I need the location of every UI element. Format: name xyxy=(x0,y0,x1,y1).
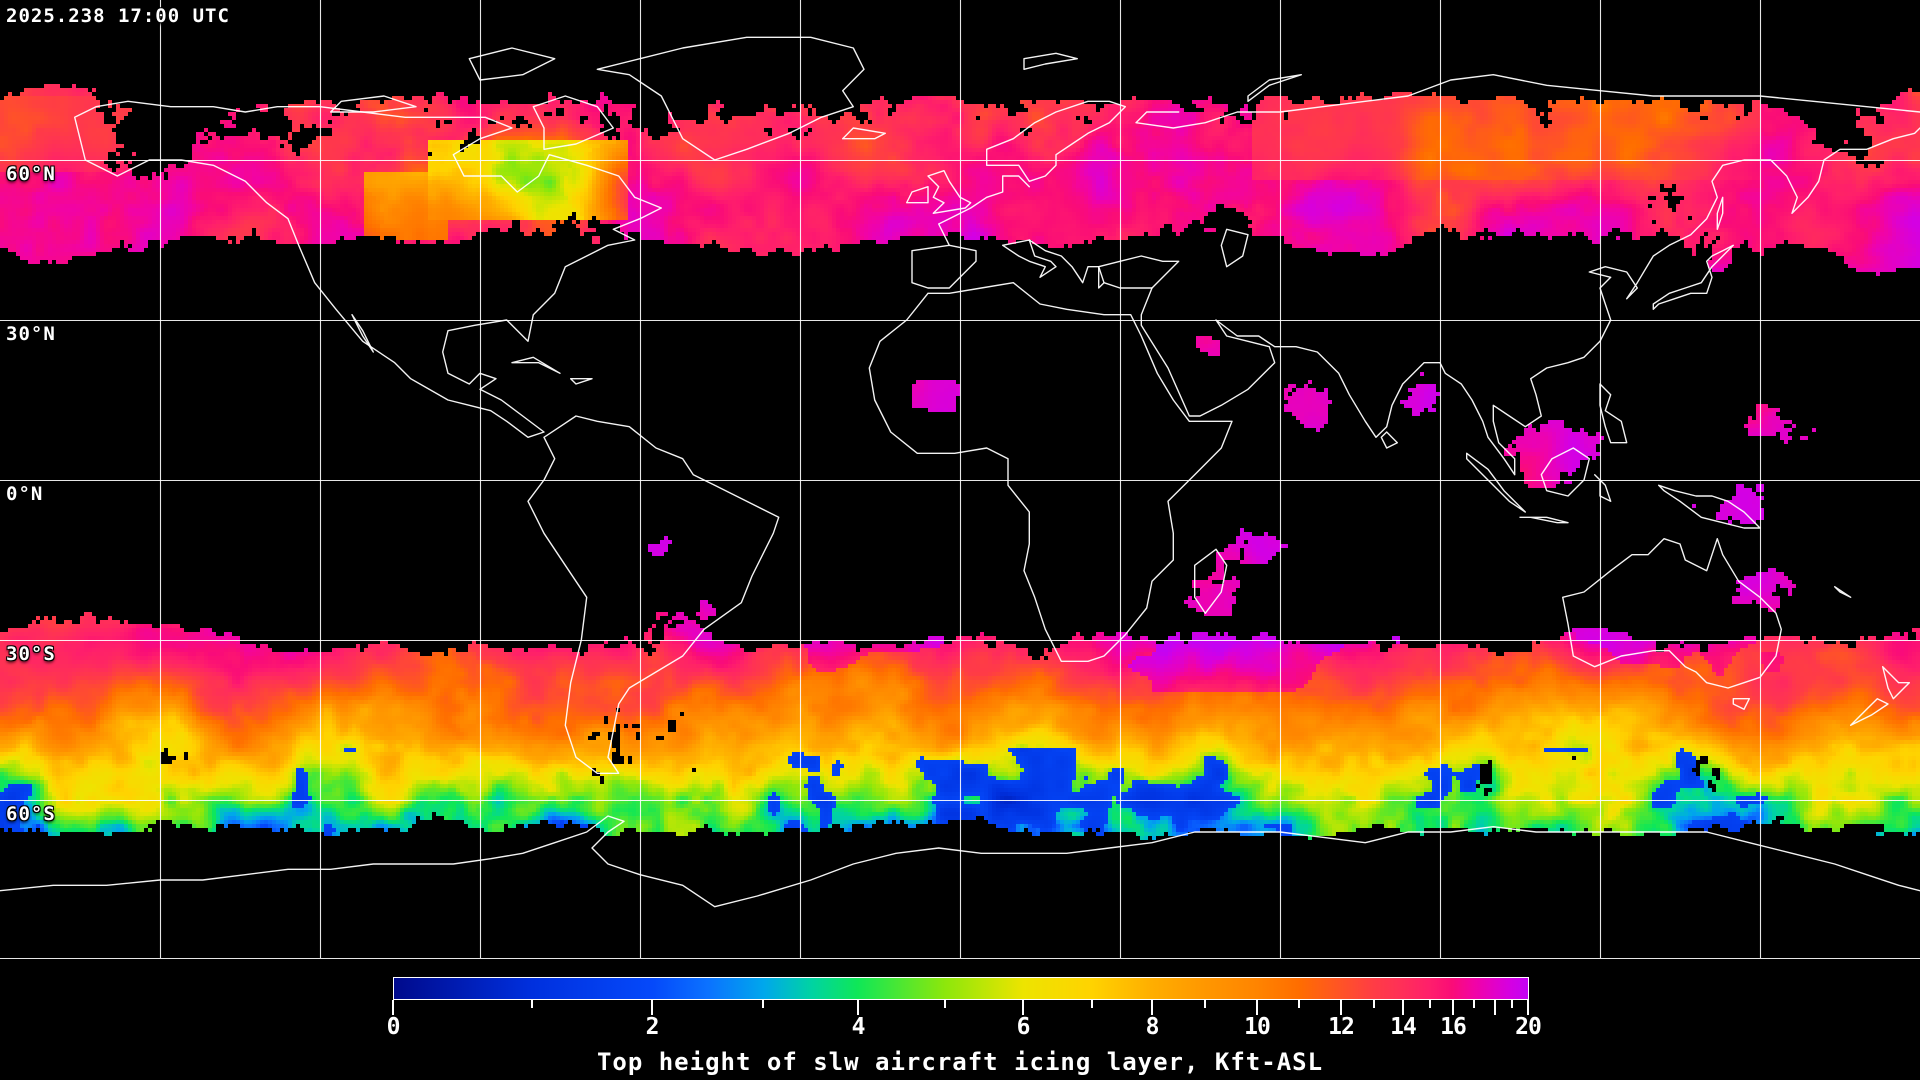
coastline-path xyxy=(1882,666,1910,700)
map-overlay xyxy=(0,0,1920,960)
coastline-path xyxy=(1135,74,1920,129)
colorbar-tick-8 xyxy=(1151,1000,1153,1015)
colorbar-tick-3 xyxy=(762,1000,764,1008)
coastline-path xyxy=(911,244,977,289)
colorbar-tick-label-12: 12 xyxy=(1328,1014,1355,1040)
coastline-path xyxy=(938,175,1030,246)
coastline-path xyxy=(511,356,561,374)
colorbar-tick-19 xyxy=(1511,1000,1513,1008)
coastlines xyxy=(0,36,1920,908)
coastline-path xyxy=(927,170,972,214)
colorbar-tick-11 xyxy=(1298,1000,1300,1008)
coastline-path xyxy=(1140,127,1920,476)
colorbar-tick-14 xyxy=(1402,1000,1404,1015)
world-map: 2025.238 17:00 UTC 60°N 30°N 0°N 30°S 60°S xyxy=(0,0,1920,965)
colorbar-tick-label-14: 14 xyxy=(1390,1014,1417,1040)
coastline-path xyxy=(1002,239,1057,278)
colorbar-tick-label-2: 2 xyxy=(645,1014,660,1040)
colorbar-tick-label-8: 8 xyxy=(1145,1014,1160,1040)
coastline-path xyxy=(842,127,886,140)
colorbar-area: 0 2 4 6 8 10 12 14 16 20 Top height of slw aircra… xyxy=(0,965,1920,1080)
coastline-path xyxy=(1247,74,1302,102)
colorbar-gradient xyxy=(393,977,1529,1000)
coastline-path xyxy=(74,100,662,438)
coastline-path xyxy=(468,47,556,81)
latitude-label: 30°N xyxy=(6,323,56,345)
timestamp-label: 2025.238 17:00 UTC xyxy=(6,5,230,27)
colorbar-tick-2 xyxy=(651,1000,653,1015)
coastline-path xyxy=(570,378,593,385)
coastline-path xyxy=(1098,255,1180,289)
coastline-path xyxy=(1594,474,1612,502)
coastline-path xyxy=(351,314,374,353)
coastline-path xyxy=(1023,52,1078,70)
colorbar-tick-10 xyxy=(1256,1000,1258,1015)
coastline-path xyxy=(1834,586,1852,598)
colorbar-tick-label-0: 0 xyxy=(386,1014,401,1040)
coastline-path xyxy=(1028,239,1105,289)
colorbar-tick-label-10: 10 xyxy=(1244,1014,1271,1040)
colorbar-tick-13 xyxy=(1373,1000,1375,1008)
coastline-path xyxy=(1599,383,1628,444)
colorbar-tick-label-6: 6 xyxy=(1016,1014,1031,1040)
coastline-path xyxy=(532,95,614,150)
latitude-label: 0°N xyxy=(6,483,44,505)
coastline-path xyxy=(330,95,417,113)
colorbar-tick-15 xyxy=(1429,1000,1431,1008)
coastline-path xyxy=(906,186,929,204)
colorbar-tick-18 xyxy=(1494,1000,1496,1015)
coastline-path xyxy=(1658,484,1761,529)
latitude-label: 60°N xyxy=(6,163,56,185)
colorbar-tick-16 xyxy=(1452,1000,1454,1015)
coastline-path xyxy=(1519,516,1569,524)
colorbar-tick-5 xyxy=(944,1000,946,1008)
graticule-grid xyxy=(0,0,1920,960)
colorbar-tick-17 xyxy=(1473,1000,1475,1008)
coastline-path xyxy=(1652,244,1734,310)
coastline-path xyxy=(1194,548,1228,614)
coastline-path xyxy=(1380,431,1398,449)
colorbar-tick-7 xyxy=(1091,1000,1093,1008)
colorbar-tick-label-20: 20 xyxy=(1515,1014,1542,1040)
coastline-path xyxy=(596,36,865,161)
coastline-path xyxy=(527,415,780,774)
coastline-path xyxy=(1850,698,1889,726)
coastline-path xyxy=(1466,452,1526,513)
latitude-label: 30°S xyxy=(6,643,56,665)
coastline-path xyxy=(868,282,1233,662)
colorbar-tick-20 xyxy=(1527,1000,1529,1015)
colorbar-tick-1 xyxy=(531,1000,533,1008)
coastline-path xyxy=(1220,228,1249,268)
colorbar-tick-4 xyxy=(857,1000,859,1015)
colorbar-tick-12 xyxy=(1340,1000,1342,1015)
coastline-path xyxy=(986,100,1126,182)
coastline-path xyxy=(1562,538,1782,689)
colorbar-tick-6 xyxy=(1022,1000,1024,1015)
colorbar-tick-9 xyxy=(1204,1000,1206,1008)
colorbar-title: Top height of slw aircraft icing layer, … xyxy=(596,1048,1324,1076)
colorbar-tick-label-16: 16 xyxy=(1440,1014,1467,1040)
coastline-path xyxy=(1732,698,1750,710)
colorbar-tick-0 xyxy=(392,1000,394,1015)
colorbar-tick-label-4: 4 xyxy=(851,1014,866,1040)
latitude-label: 60°S xyxy=(6,803,56,825)
coastline-path xyxy=(1540,447,1590,497)
coastline-path xyxy=(1716,196,1724,230)
